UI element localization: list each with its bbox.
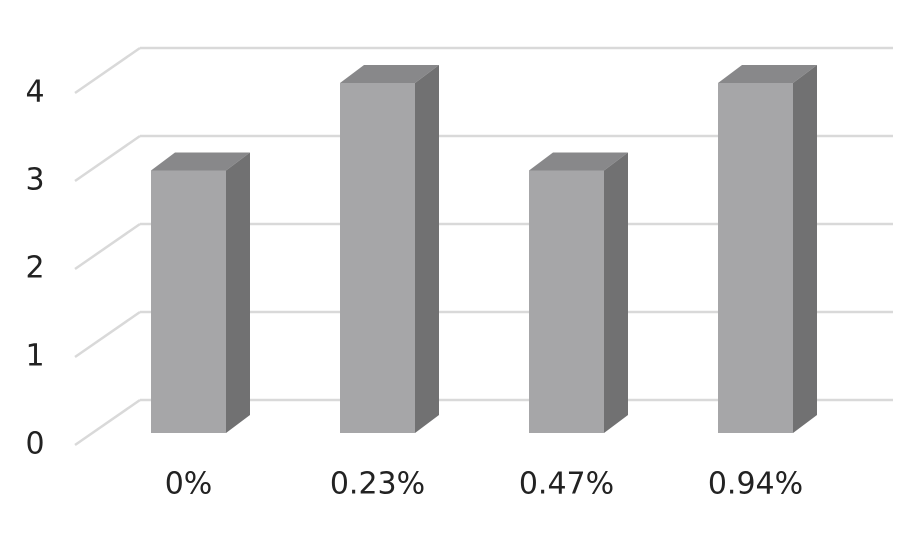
- x-tick-label: 0.23%: [330, 467, 425, 502]
- bar-side: [793, 65, 817, 433]
- bar-top: [340, 65, 439, 83]
- x-tick-label: 0.94%: [708, 467, 803, 502]
- grid-line-side: [74, 222, 141, 271]
- x-tick-label: 0%: [165, 467, 213, 502]
- grid-line-side: [74, 46, 141, 95]
- y-tick-label: 2: [25, 251, 44, 286]
- y-tick-label: 4: [25, 75, 44, 110]
- y-tick-label: 0: [25, 427, 44, 462]
- bar: [151, 170, 226, 433]
- bar-side: [415, 65, 439, 433]
- grid-line-side: [74, 134, 141, 183]
- bar-top: [529, 152, 628, 171]
- bar: [529, 170, 604, 433]
- x-tick-label: 0.47%: [519, 467, 614, 502]
- bar-side: [226, 152, 250, 433]
- bar-top: [151, 152, 250, 171]
- y-tick-label: 3: [25, 163, 44, 198]
- grid-line-side: [74, 310, 141, 359]
- bar: [718, 83, 793, 433]
- bar: [340, 83, 415, 433]
- bar-side: [604, 152, 628, 433]
- y-tick-label: 1: [25, 339, 44, 374]
- grid-line-side: [74, 398, 141, 447]
- bar-top: [718, 65, 817, 83]
